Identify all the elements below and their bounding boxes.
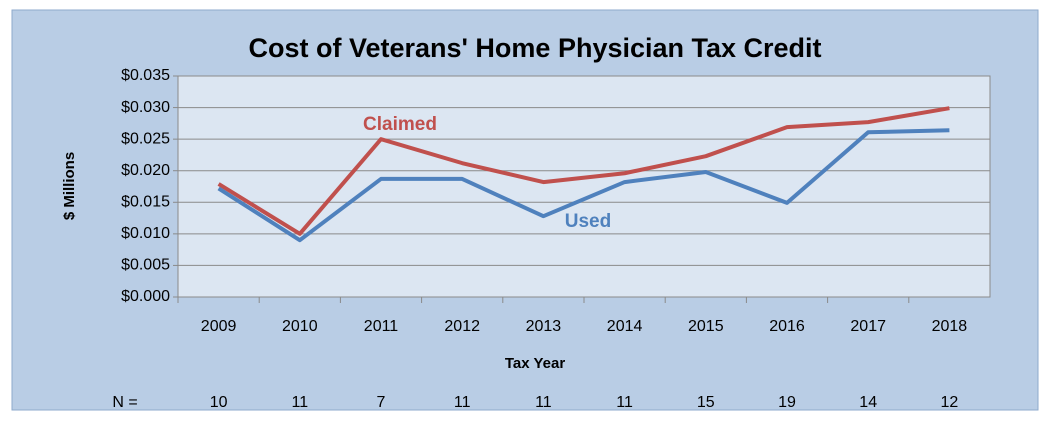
x-tick-label: 2016 <box>769 318 805 335</box>
y-tick-label: $0.005 <box>121 257 170 274</box>
n-value: 19 <box>778 394 796 411</box>
series-label: Claimed <box>363 114 437 135</box>
n-value: 14 <box>859 394 877 411</box>
series-label: Used <box>565 211 611 232</box>
x-tick-label: 2015 <box>688 318 724 335</box>
x-tick-label: 2018 <box>932 318 968 335</box>
x-tick-label: 2011 <box>364 318 399 335</box>
n-value: 15 <box>697 394 715 411</box>
y-axis-label: $ Millions <box>61 152 78 220</box>
x-axis-label: Tax Year <box>505 355 565 372</box>
n-value: 10 <box>210 394 228 411</box>
chart-title: Cost of Veterans' Home Physician Tax Cre… <box>248 33 821 63</box>
line-series <box>217 106 950 236</box>
n-value: 11 <box>291 394 308 411</box>
n-label: N = <box>112 394 137 411</box>
y-tick-label: $0.010 <box>121 225 170 242</box>
n-value: 11 <box>616 394 633 411</box>
x-tick-label: 2017 <box>850 318 886 335</box>
x-tick-label: 2012 <box>444 318 480 335</box>
n-value: 12 <box>941 394 959 411</box>
x-tick-label: 2014 <box>607 318 643 335</box>
y-tick-label: $0.000 <box>121 288 170 305</box>
y-tick-label: $0.020 <box>121 162 170 179</box>
n-value: 11 <box>454 394 471 411</box>
y-tick-label: $0.030 <box>121 99 170 116</box>
y-tick-label: $0.025 <box>121 130 170 147</box>
plot-area <box>177 75 991 298</box>
n-value: 11 <box>535 394 552 411</box>
x-tick-label: 2013 <box>526 318 562 335</box>
y-tick-label: $0.035 <box>121 67 170 84</box>
y-tick-label: $0.015 <box>121 194 170 211</box>
x-tick-label: 2010 <box>282 318 318 335</box>
line-series <box>217 128 950 243</box>
x-tick-label: 2009 <box>201 318 237 335</box>
n-value: 7 <box>377 394 386 411</box>
